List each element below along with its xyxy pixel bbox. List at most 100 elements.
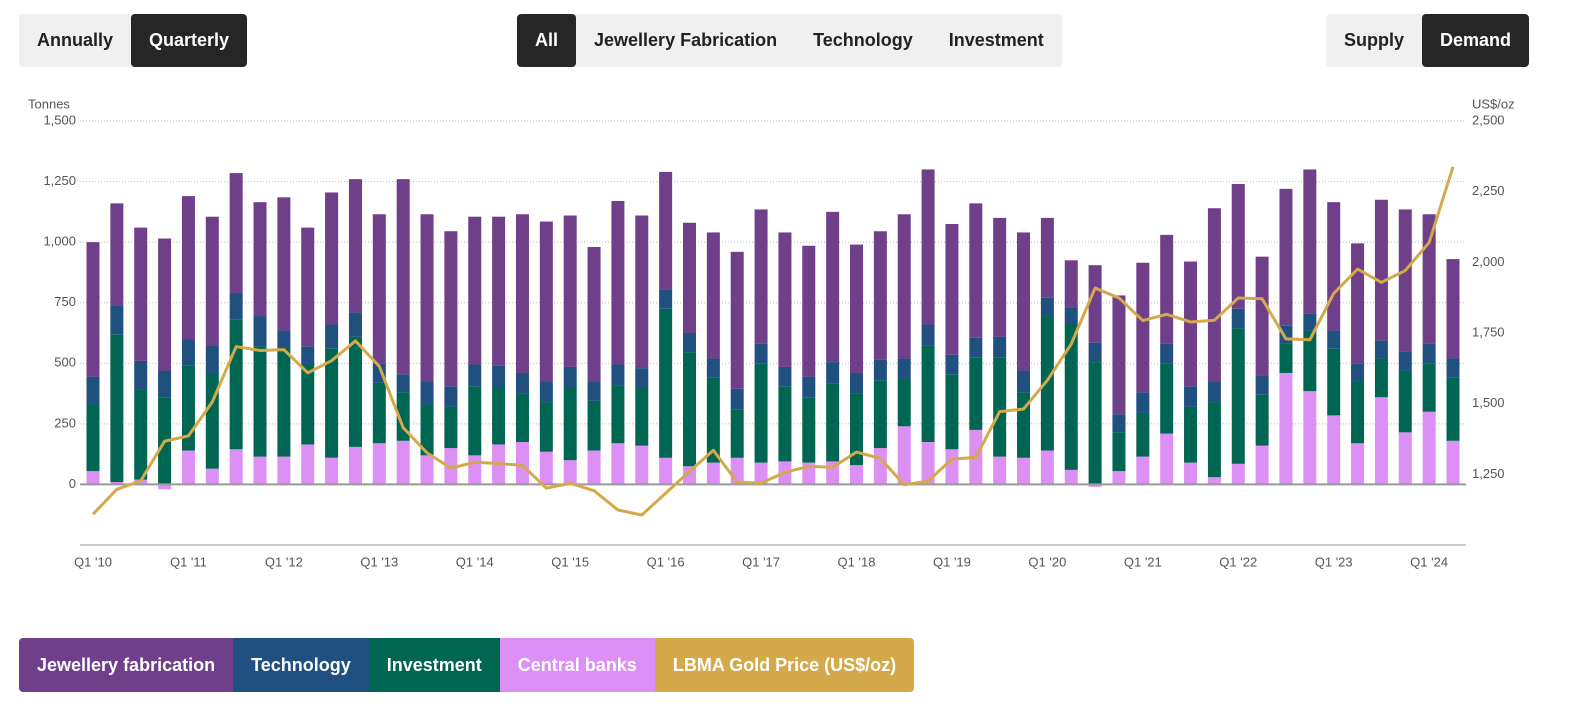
bar-segment [873, 448, 887, 485]
bar-segment [635, 445, 649, 485]
period-toggle: Annually Quarterly [19, 14, 248, 67]
bar-segment [1374, 397, 1388, 485]
bar-segment [396, 179, 410, 375]
x-tick-label: Q1 '16 [647, 554, 685, 569]
bar-segment [850, 393, 864, 466]
bar-segment [993, 357, 1007, 457]
bar-segment [1064, 260, 1078, 308]
bar-segment [1303, 169, 1317, 314]
bar-segment [277, 456, 291, 485]
bar-segment [897, 214, 911, 359]
bar-segment [468, 216, 482, 365]
period-button[interactable]: Annually [37, 30, 114, 50]
bar-segment [110, 203, 124, 306]
bar-segment [444, 386, 458, 407]
bar-segment [1351, 243, 1365, 364]
bar-segment [1184, 386, 1198, 407]
bar-segment [1112, 414, 1126, 433]
x-tick-label: Q1 '22 [1219, 554, 1257, 569]
x-tick-label: Q1 '14 [456, 554, 494, 569]
bar-segment [158, 238, 172, 371]
x-tick-label: Q1 '21 [1124, 554, 1162, 569]
view-button[interactable]: Supply [1344, 30, 1405, 50]
bar-segment [1422, 363, 1436, 412]
view-toggle: Supply Demand [1326, 14, 1530, 67]
legend-item[interactable]: Jewellery fabrication [19, 638, 234, 692]
bar-segment [563, 387, 577, 461]
bar-segment [1351, 443, 1365, 485]
x-tick-label: Q1 '17 [742, 554, 780, 569]
bar-segment [587, 450, 601, 485]
bar-segment [1017, 370, 1031, 393]
bar-segment [1064, 307, 1078, 325]
bar-segment [1160, 234, 1174, 344]
bar-segment [1303, 391, 1317, 485]
bar-segment [372, 382, 386, 444]
bar-segment [1255, 394, 1269, 446]
bar-segment [1088, 484, 1102, 487]
period-button[interactable]: Quarterly [131, 14, 248, 67]
filter-button[interactable]: All [517, 14, 577, 67]
bar-segment [420, 404, 434, 456]
bar-segment [563, 366, 577, 388]
y2-axis-label: US$/oz [1472, 96, 1515, 111]
bar-segment [1351, 381, 1365, 444]
bar-segment [348, 312, 362, 337]
bar-segment [1446, 358, 1460, 378]
bar-segment [396, 374, 410, 393]
bar-segment [325, 192, 339, 325]
bar-segment [945, 223, 959, 355]
bar-segment [611, 385, 625, 444]
bar-segment [1255, 445, 1269, 485]
bar-segment [993, 336, 1007, 358]
bar-segment [1136, 412, 1150, 457]
bar-segment [1040, 217, 1054, 298]
filter-button[interactable]: Investment [948, 30, 1044, 50]
bar-segment [158, 484, 172, 490]
bar-segment [1422, 214, 1436, 344]
bar-segment [1303, 313, 1317, 331]
bar-segment [1088, 265, 1102, 343]
bar-segment [850, 465, 864, 485]
bar-segment [277, 347, 291, 457]
bar-segment [515, 442, 529, 485]
bar-segment [372, 214, 386, 364]
y-tick-label: 1,500 [43, 112, 76, 127]
bar-segment [563, 215, 577, 367]
bar-segment [778, 386, 792, 462]
x-tick-label: Q1 '24 [1410, 554, 1448, 569]
bar-segment [1422, 343, 1436, 364]
bar-segment [515, 214, 529, 373]
bar-segment [1160, 433, 1174, 485]
y-tick-label: 750 [54, 294, 76, 309]
bar-segment [1446, 440, 1460, 485]
bar-segment [706, 377, 720, 463]
legend-item[interactable]: Investment [368, 638, 500, 692]
bar-segment [1040, 316, 1054, 451]
filter-toggle: All Jewellery Fabrication Technology Invest… [517, 14, 1062, 67]
bar-segment [659, 308, 673, 458]
filter-button[interactable]: Jewellery Fabrication [594, 30, 778, 50]
bar-segment [301, 346, 315, 365]
filter-button[interactable]: Technology [813, 30, 913, 50]
bar-segment [158, 370, 172, 398]
bar-segment [1017, 232, 1031, 371]
bar-segment [229, 449, 243, 485]
bar-segment [969, 357, 983, 430]
bar-segment [325, 348, 339, 458]
legend-item[interactable]: Central banks [499, 638, 655, 692]
legend-item[interactable]: Technology [233, 638, 369, 692]
bar-segment [1398, 370, 1412, 433]
bar-segment [826, 383, 840, 462]
bar-segment [945, 374, 959, 450]
bar-segment [1327, 415, 1341, 485]
view-button[interactable]: Demand [1422, 14, 1530, 67]
legend-item[interactable]: LBMA Gold Price (US$/oz) [654, 638, 915, 692]
bar-segment [1112, 432, 1126, 472]
bar-segment [539, 381, 553, 403]
y-tick-label: 1,000 [43, 234, 76, 249]
bar-segment [682, 466, 696, 485]
x-tick-label: Q1 '19 [933, 554, 971, 569]
bar-segment [1279, 343, 1293, 373]
